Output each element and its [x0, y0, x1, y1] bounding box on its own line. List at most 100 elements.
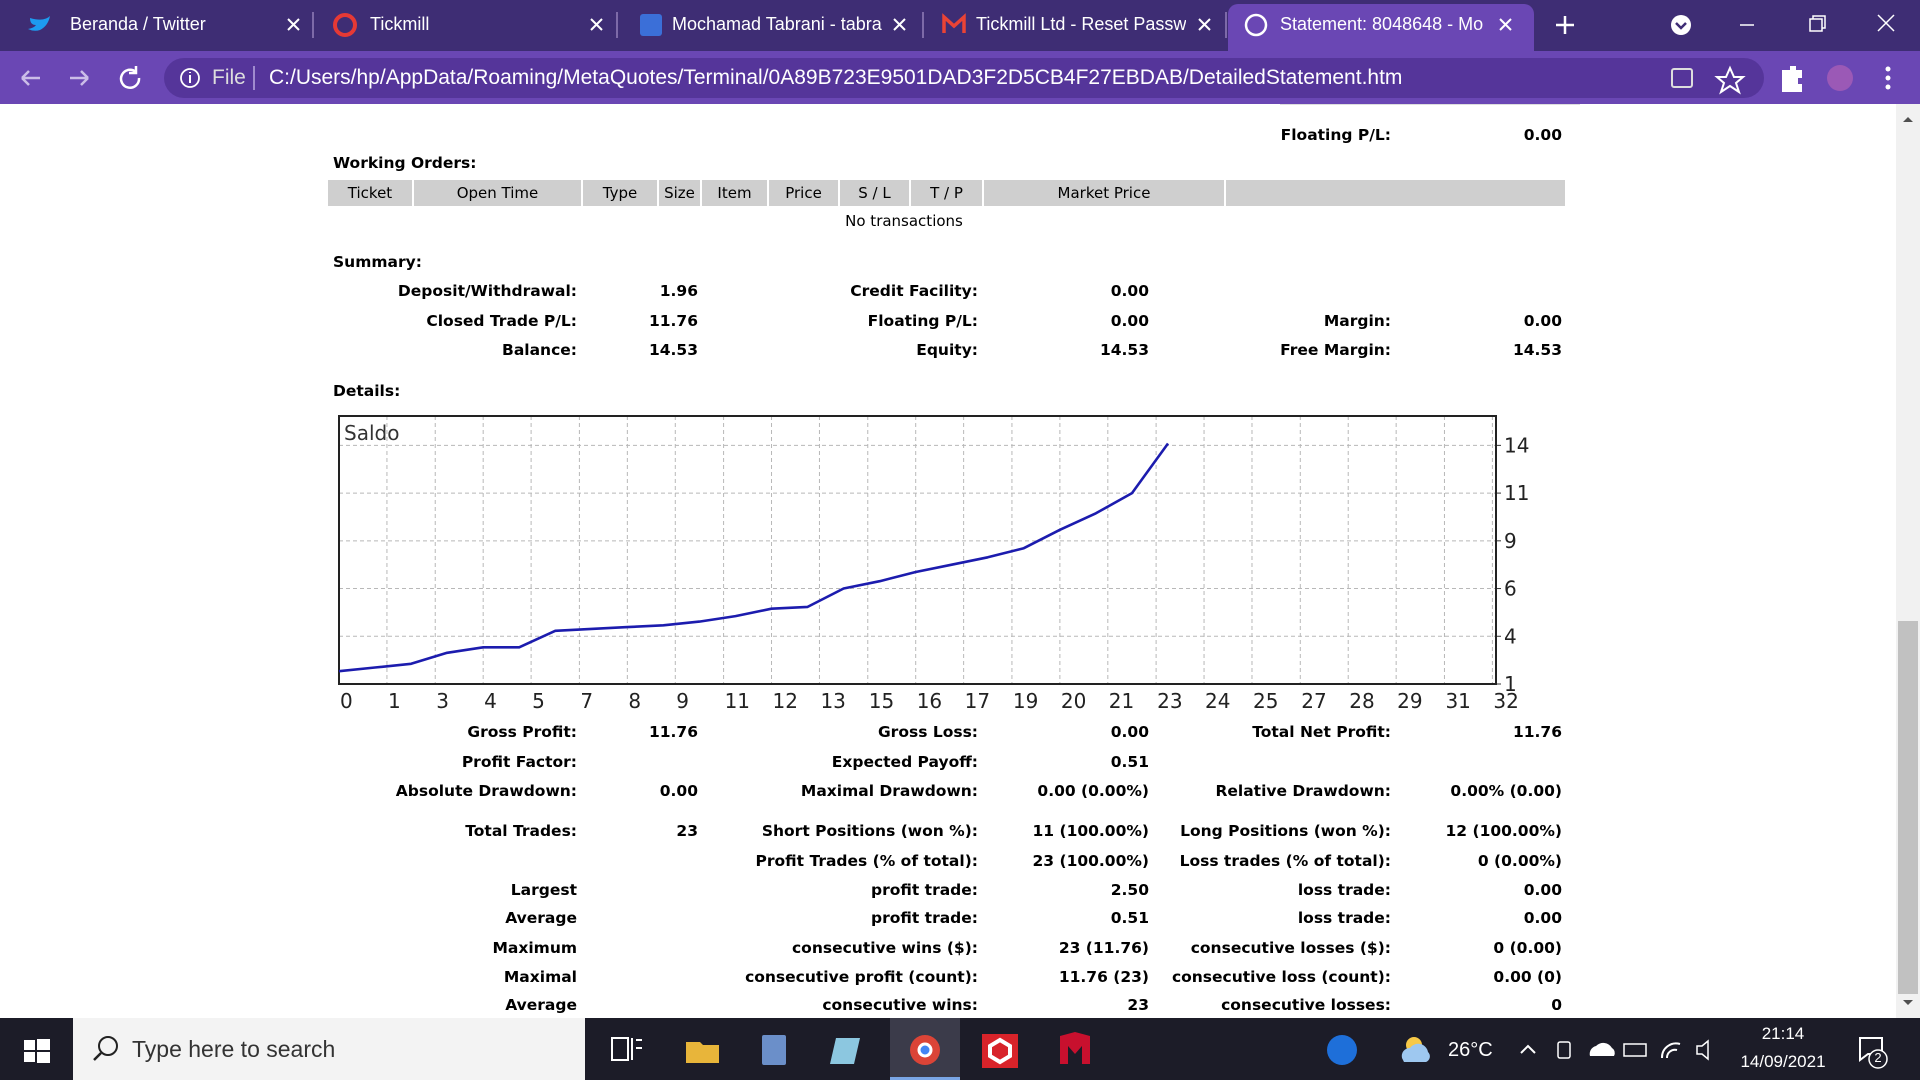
chrome-app-center [917, 1042, 933, 1058]
weather-cloud[interactable] [1401, 1043, 1430, 1062]
label: Total Net Profit: [1252, 723, 1391, 741]
profile-avatar[interactable] [1827, 65, 1853, 91]
page-top-fragment [1280, 104, 1580, 111]
task-view[interactable] [611, 1037, 642, 1061]
tickmill-icon [333, 13, 357, 37]
column-header: T / P [911, 180, 984, 206]
column-header: Market Price [984, 180, 1226, 206]
tray-onedrive[interactable] [1589, 1042, 1615, 1056]
reload-button[interactable] [119, 66, 141, 89]
value: 14.53 [1512, 341, 1562, 359]
label: Maximum [492, 939, 577, 957]
url-text[interactable]: C:/Users/hp/AppData/Roaming/MetaQuotes/T… [269, 66, 1403, 89]
notes-app[interactable] [830, 1038, 860, 1064]
notification-badge [1868, 1049, 1888, 1069]
value: 11.76 [1512, 723, 1562, 741]
label: Loss trades (% of total): [1179, 852, 1391, 870]
label: Average [505, 909, 577, 927]
file-explorer[interactable] [686, 1042, 719, 1063]
translate-icon[interactable] [1671, 68, 1693, 88]
section-title: Working Orders: [333, 154, 477, 172]
mql-icon [640, 14, 662, 36]
section-title: Summary: [333, 253, 422, 271]
column-header: Item [702, 180, 769, 206]
tab-title[interactable]: Statement: 8048648 - Mo [1280, 14, 1484, 34]
help-icon[interactable] [1327, 1035, 1357, 1065]
value: 23 (100.00%) [1032, 852, 1149, 870]
tray-meet[interactable] [1557, 1041, 1571, 1059]
info-icon[interactable] [180, 68, 200, 88]
forward-button[interactable] [70, 70, 89, 86]
tab-search-button[interactable] [1671, 15, 1691, 35]
label: consecutive losses ($): [1190, 939, 1391, 957]
section-title: Details: [333, 382, 401, 400]
tab-title[interactable]: Mochamad Tabrani - tabra [672, 14, 882, 34]
tab-title[interactable]: Tickmill Ltd - Reset Passw [976, 14, 1186, 34]
label: consecutive wins ($): [791, 939, 978, 957]
scrollbar-thumb[interactable] [1898, 621, 1918, 994]
chart-title: Saldo [344, 421, 399, 445]
x-tick-label: 16 [917, 689, 942, 713]
y-tick-label: 14 [1504, 433, 1529, 457]
value: 0.00 [1523, 312, 1562, 330]
mcafee-app[interactable] [1060, 1032, 1090, 1064]
back-button[interactable] [21, 70, 40, 86]
new-tab-button[interactable] [1556, 16, 1574, 34]
x-tick-label: 7 [580, 689, 593, 713]
calculator[interactable] [762, 1035, 786, 1065]
value: 11.76 [648, 723, 698, 741]
search-icon-handle [93, 1052, 102, 1061]
x-tick-label: 4 [484, 689, 497, 713]
column-header: Ticket [328, 180, 414, 206]
menu-button[interactable] [1885, 66, 1891, 90]
value: 0.00 [1523, 126, 1562, 144]
search-placeholder[interactable]: Type here to search [132, 1036, 336, 1062]
x-tick-label: 29 [1397, 689, 1422, 713]
empty-message: No transactions [845, 212, 963, 230]
label: Long Positions (won %): [1180, 822, 1391, 840]
label: loss trade: [1297, 881, 1391, 899]
x-tick-label: 20 [1061, 689, 1086, 713]
tab-close-icons[interactable] [287, 12, 1512, 38]
clock-date[interactable]: 14/09/2021 [1740, 1052, 1826, 1071]
search-box[interactable] [73, 1018, 585, 1080]
label: consecutive wins: [822, 996, 978, 1014]
value: 0.00 [1110, 723, 1149, 741]
value: 0.51 [1110, 753, 1149, 771]
tab-title[interactable]: Tickmill [370, 14, 430, 34]
value: 1.96 [659, 282, 698, 300]
close-window-button[interactable] [1877, 14, 1895, 32]
omnibox[interactable] [164, 58, 1764, 98]
x-tick-label: 12 [773, 689, 798, 713]
tray-arrow[interactable] [1520, 1044, 1536, 1054]
value: 11.76 [648, 312, 698, 330]
label: Total Trades: [465, 822, 577, 840]
value: 0 (0.00) [1493, 939, 1562, 957]
label: Free Margin: [1280, 341, 1391, 359]
tray-wifi[interactable] [1660, 1042, 1681, 1059]
x-tick-label: 21 [1109, 689, 1134, 713]
label: Profit Factor: [461, 753, 577, 771]
scroll-arrows[interactable] [1896, 104, 1920, 1018]
tray-battery[interactable] [1623, 1043, 1647, 1057]
balance-chart: 0 1 3 4 5 7 8 9 11 12 13 15 16 17 19 20 21 23 24 25 27 28 29 31… [338, 415, 1529, 713]
gmail-icon [942, 13, 966, 33]
start-button[interactable] [24, 1039, 50, 1063]
clock-time[interactable]: 21:14 [1761, 1024, 1805, 1043]
restore-button[interactable] [1809, 15, 1826, 32]
active-tab[interactable] [1228, 4, 1534, 51]
value: 0.00 (0.00%) [1037, 782, 1149, 800]
label: Gross Loss: [877, 723, 978, 741]
bookmark-star[interactable] [1714, 65, 1746, 95]
tab-title[interactable]: Beranda / Twitter [70, 14, 206, 34]
label: Expected Payoff: [831, 753, 978, 771]
value: 11 (100.00%) [1032, 822, 1149, 840]
x-tick-label: 31 [1445, 689, 1470, 713]
extensions-icon[interactable] [1782, 66, 1802, 92]
tray-volume[interactable] [1696, 1039, 1709, 1061]
x-tick-label: 25 [1253, 689, 1278, 713]
plot-area [339, 416, 1496, 684]
value: 14.53 [648, 341, 698, 359]
weather-temp[interactable]: 26°C [1448, 1039, 1493, 1061]
label: Maximal Drawdown: [800, 782, 978, 800]
